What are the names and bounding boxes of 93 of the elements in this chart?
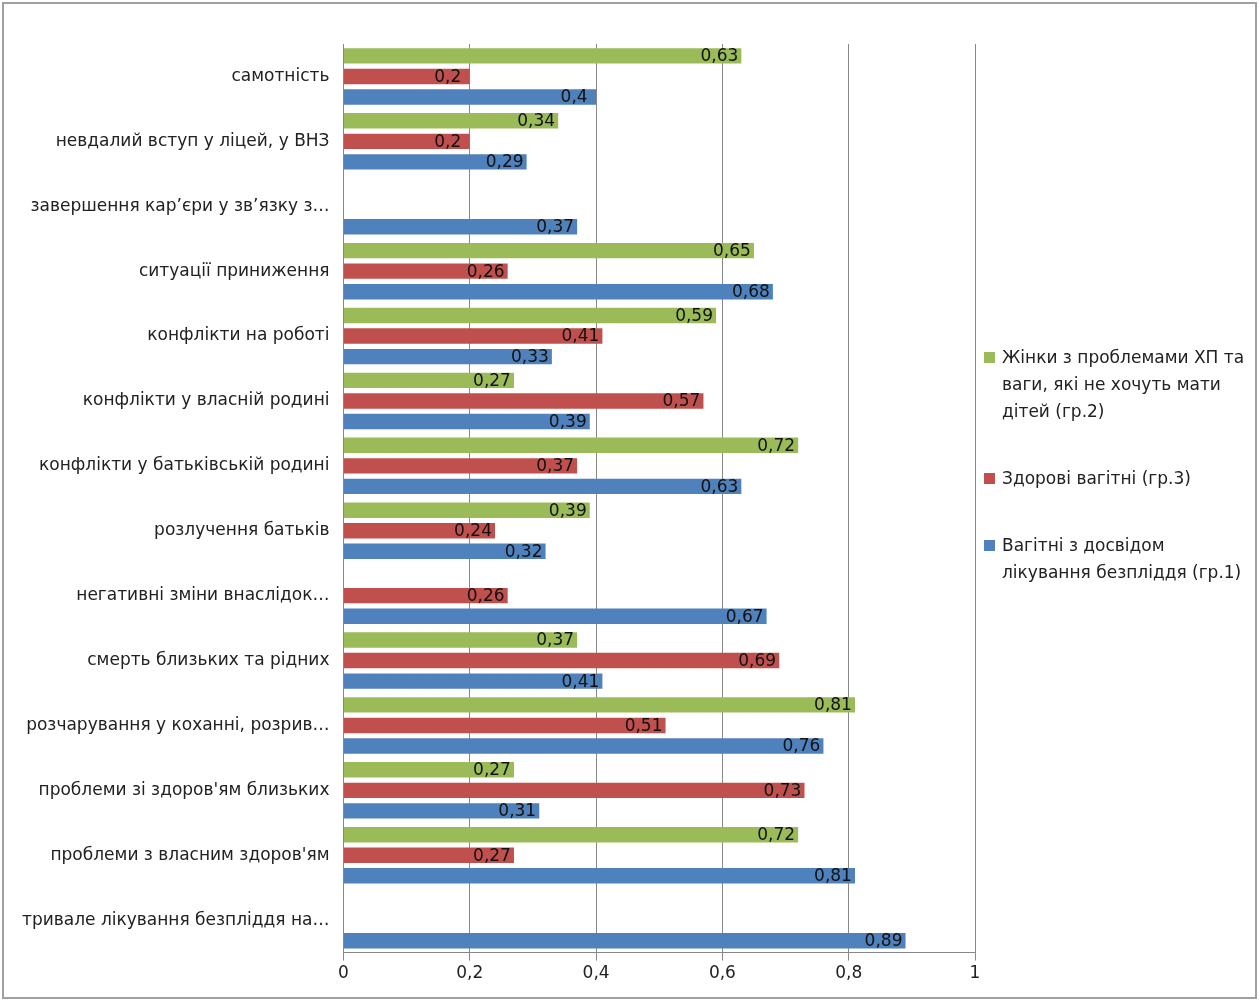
data-label: 0,27 <box>473 369 511 390</box>
data-label: 0,63 <box>700 45 739 66</box>
data-label: 0,32 <box>504 540 543 561</box>
bar <box>343 307 717 324</box>
bar <box>343 738 824 754</box>
y-tick-label: проблеми з власним здоров'ям <box>50 843 330 864</box>
legend-label: Жінки з проблемами ХП та ваги, які не хочуть мати дітей (гр.2) <box>1002 346 1246 423</box>
bar <box>343 502 590 518</box>
data-label: 0,39 <box>548 499 587 520</box>
data-label: 0,39 <box>548 410 587 431</box>
bar <box>343 154 527 170</box>
data-label: 0,81 <box>814 694 852 715</box>
data-label: 0,41 <box>561 325 600 346</box>
legend-label: Вагітні з досвідом лікування безпліддя (гр.1) <box>1002 534 1243 584</box>
y-tick-label: конфлікти на роботі <box>147 324 330 345</box>
bar <box>343 133 470 150</box>
y-tick-label: конфлікти у батьківській родині <box>38 454 330 475</box>
bar <box>343 393 704 409</box>
y-tick-label: негативні зміни внаслідок… <box>76 584 330 605</box>
data-label: 0,37 <box>536 216 575 237</box>
bar <box>343 782 805 799</box>
y-tick-label: ситуації приниження <box>138 259 330 280</box>
bar <box>343 632 578 648</box>
x-tick-label: 1 <box>969 962 981 983</box>
y-tick-label: тривале лікування безпліддя на… <box>21 908 330 929</box>
data-label: 0,2 <box>434 130 462 151</box>
data-label: 0,2 <box>434 65 462 86</box>
bar <box>343 284 773 300</box>
bar <box>343 608 767 624</box>
data-label: 0,67 <box>725 605 764 626</box>
data-label: 0,72 <box>757 434 796 455</box>
data-label: 0,33 <box>510 346 549 367</box>
data-label: 0,37 <box>536 629 575 650</box>
y-tick-label: конфлікти у власній родині <box>82 389 330 410</box>
data-label: 0,41 <box>561 670 600 691</box>
data-label: 0,4 <box>560 86 588 107</box>
data-label: 0,24 <box>454 520 492 541</box>
data-label: 0,31 <box>498 800 537 821</box>
bar <box>343 762 514 778</box>
y-tick-label: завершення кар’єри у зв’язку з… <box>30 194 330 215</box>
bar <box>343 437 799 454</box>
bar <box>343 48 742 64</box>
bar <box>343 697 856 713</box>
data-label: 0,57 <box>662 390 701 411</box>
y-tick-label: невдалий вступ у ліцей, у ВНЗ <box>55 129 330 150</box>
data-label: 0,51 <box>624 714 663 735</box>
data-label: 0,89 <box>864 930 903 951</box>
x-tick-label: 0,6 <box>708 962 736 983</box>
data-label: 0,26 <box>466 260 505 281</box>
data-label: 0,34 <box>517 110 556 131</box>
bar <box>343 113 559 129</box>
bar <box>343 328 603 344</box>
bar <box>343 868 856 884</box>
bar <box>343 458 578 474</box>
x-tick-label: 0,8 <box>835 962 863 983</box>
data-label: 0,29 <box>485 151 524 172</box>
bar <box>343 717 666 734</box>
bar <box>343 652 780 669</box>
bar <box>343 803 540 819</box>
bar <box>343 219 578 235</box>
data-label: 0,76 <box>782 735 821 756</box>
bar <box>343 348 552 365</box>
y-tick-label: розчарування у коханні, розрив… <box>26 713 330 734</box>
data-label: 0,72 <box>757 824 796 845</box>
bar <box>343 478 742 495</box>
data-label: 0,27 <box>473 844 511 865</box>
bar <box>343 242 754 259</box>
data-label: 0,68 <box>731 281 770 302</box>
data-label: 0,69 <box>738 649 777 670</box>
bar <box>343 89 597 105</box>
bar <box>343 413 590 430</box>
y-tick-label: розлучення батьків <box>154 519 330 540</box>
x-tick-label: 0 <box>338 962 349 983</box>
data-label: 0,37 <box>536 455 575 476</box>
x-tick-label: 0,2 <box>456 962 484 983</box>
legend-label: Здорові вагітні (гр.3) <box>1002 467 1191 490</box>
data-label: 0,26 <box>466 585 505 606</box>
data-label: 0,73 <box>763 779 802 800</box>
y-tick-label: самотність <box>231 64 330 85</box>
y-tick-label: проблеми зі здоров'ям близьких <box>38 778 330 799</box>
data-label: 0,63 <box>700 475 739 496</box>
x-tick-label: 0,4 <box>582 962 610 983</box>
data-label: 0,27 <box>473 759 511 780</box>
data-label: 0,81 <box>814 865 852 886</box>
bar <box>343 826 799 843</box>
data-label: 0,59 <box>675 304 714 325</box>
bar <box>343 263 508 279</box>
bar <box>343 673 603 689</box>
data-label: 0,65 <box>713 240 751 261</box>
bar <box>343 68 470 85</box>
bar <box>343 543 546 560</box>
y-tick-label: смерть близьких та рідних <box>87 648 330 669</box>
bar <box>343 933 906 949</box>
